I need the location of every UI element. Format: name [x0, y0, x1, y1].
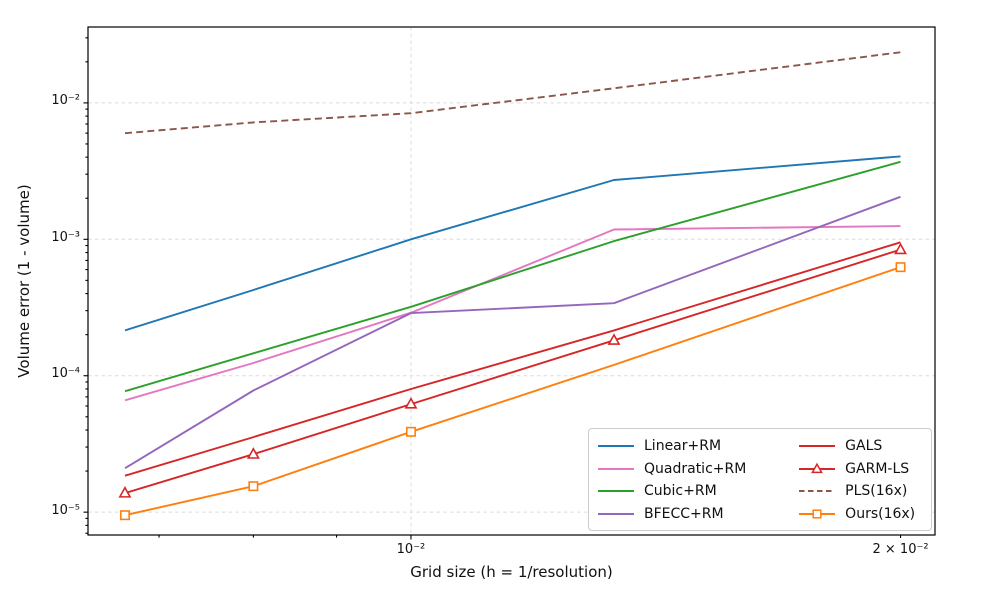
legend-item-linear-rm: Linear+RM — [597, 435, 754, 458]
triangle-marker-garm-ls — [118, 486, 132, 498]
square-marker-ours-16x — [405, 426, 416, 437]
legend-sample-linear-rm — [598, 445, 634, 448]
x-tick-label: 2 × 10⁻² — [872, 542, 929, 557]
legend-label: GARM-LS — [845, 460, 910, 477]
y-tick-label: 10⁻⁵ — [51, 502, 80, 518]
y-tick-label: 10⁻³ — [51, 229, 80, 245]
legend-label: PLS(16x) — [845, 483, 908, 500]
plot-frame — [87, 26, 936, 536]
series-line-linear-rm — [124, 155, 901, 332]
legend-item-bfecc-rm: BFECC+RM — [597, 503, 754, 526]
legend-item-cubic-rm: Cubic+RM — [597, 480, 754, 503]
square-marker-ours-16x — [248, 481, 259, 492]
triangle-marker-garm-ls — [607, 333, 621, 345]
x-tick-label: 10⁻² — [396, 542, 426, 557]
legend-label: Cubic+RM — [644, 483, 717, 500]
x-axis-label: Grid size (h = 1/resolution) — [410, 563, 613, 581]
series-line-bfecc-rm — [124, 195, 901, 470]
series-line-quadratic-rm — [124, 225, 901, 402]
legend-label: Linear+RM — [644, 438, 722, 455]
series-line-cubic-rm — [124, 160, 901, 393]
legend-sample-ours-16x — [799, 509, 836, 519]
triangle-marker-garm-ls — [894, 242, 907, 255]
legend-sample-cubic-rm — [598, 490, 634, 493]
square-marker-ours-16x — [895, 262, 906, 273]
series-line-gals — [124, 241, 901, 477]
legend-item-gals: GALS — [798, 435, 923, 458]
legend: Linear+RM Quadratic+RM Cubic+RM BFECC+RM GAL… — [588, 428, 932, 531]
square-marker-ours-16x — [119, 510, 130, 521]
legend-sample-garm-ls — [799, 462, 836, 474]
legend-sample-gals — [799, 445, 836, 448]
legend-item-ours-16x: Ours(16x) — [798, 503, 923, 526]
legend-label: GALS — [845, 438, 883, 455]
series-line-pls-16x — [124, 51, 901, 135]
legend-label: Quadratic+RM — [644, 460, 747, 477]
triangle-marker-garm-ls — [404, 397, 418, 409]
legend-label: BFECC+RM — [644, 506, 724, 523]
legend-sample-pls-16x — [799, 490, 836, 493]
y-axis-label: Volume error (1 - volume) — [15, 184, 33, 378]
legend-sample-quadratic-rm — [598, 467, 634, 470]
triangle-marker-garm-ls — [246, 447, 260, 459]
legend-sample-bfecc-rm — [598, 513, 634, 516]
legend-label: Ours(16x) — [845, 506, 916, 523]
legend-item-quadratic-rm: Quadratic+RM — [597, 458, 754, 481]
y-tick-label: 10⁻² — [51, 93, 80, 109]
y-tick-label: 10⁻⁴ — [51, 366, 80, 382]
legend-item-pls-16x: PLS(16x) — [798, 480, 923, 503]
legend-item-garm-ls: GARM-LS — [798, 458, 923, 481]
